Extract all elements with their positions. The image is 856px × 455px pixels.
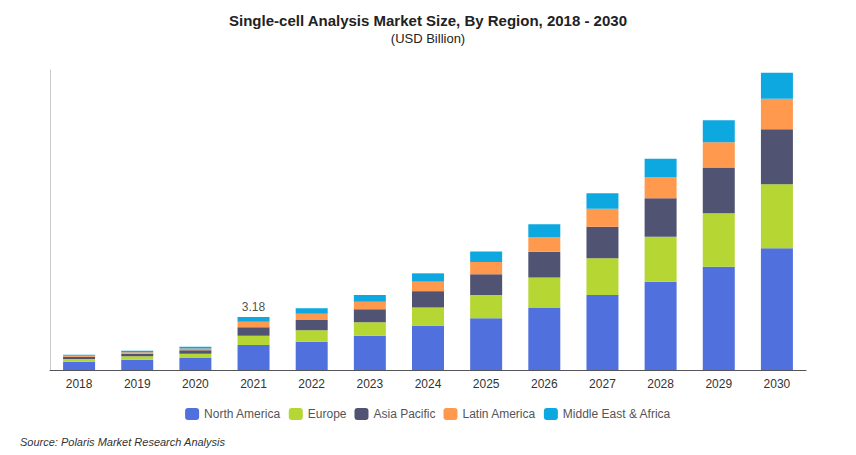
svg-text:(USD Billion): (USD Billion)	[391, 31, 465, 46]
svg-text:2019: 2019	[124, 377, 151, 391]
svg-text:2027: 2027	[589, 377, 616, 391]
svg-text:Europe: Europe	[308, 407, 347, 421]
svg-text:Middle East & Africa: Middle East & Africa	[563, 407, 671, 421]
svg-text:2024: 2024	[415, 377, 442, 391]
svg-text:2021: 2021	[240, 377, 267, 391]
svg-text:2029: 2029	[705, 377, 732, 391]
svg-text:2026: 2026	[531, 377, 558, 391]
svg-text:3.18: 3.18	[242, 300, 266, 314]
svg-text:Source: Polaris Market Researc: Source: Polaris Market Research Analysis	[20, 436, 226, 448]
svg-text:2020: 2020	[182, 377, 209, 391]
svg-text:2028: 2028	[647, 377, 674, 391]
svg-text:2030: 2030	[764, 377, 791, 391]
svg-text:2025: 2025	[473, 377, 500, 391]
svg-text:2022: 2022	[298, 377, 325, 391]
svg-text:2023: 2023	[356, 377, 383, 391]
svg-text:North America: North America	[204, 407, 280, 421]
svg-text:Asia Pacific: Asia Pacific	[373, 407, 435, 421]
svg-text:2018: 2018	[66, 377, 93, 391]
svg-text:Latin America: Latin America	[462, 407, 535, 421]
svg-text:Single-cell Analysis Market Si: Single-cell Analysis Market Size, By Reg…	[229, 12, 627, 29]
